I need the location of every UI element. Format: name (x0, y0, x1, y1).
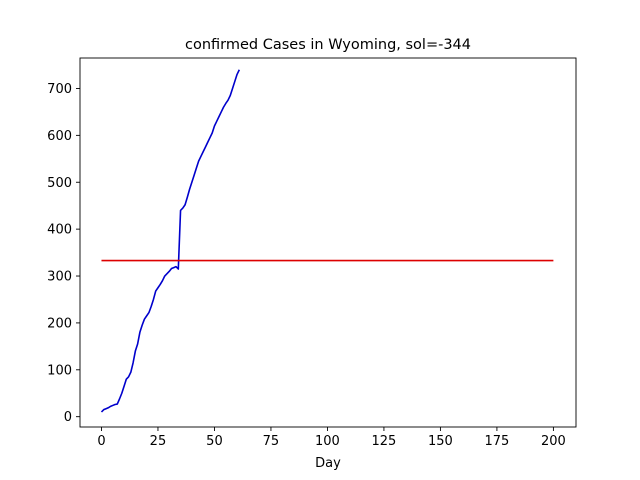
x-tick-label: 200 (541, 434, 566, 449)
x-axis-label: Day (315, 456, 341, 471)
x-axis-ticks: 0 25 50 75 100 125 150 175 200 (97, 427, 566, 449)
x-tick-label: 50 (206, 434, 223, 449)
y-tick-label: 300 (47, 270, 72, 285)
y-tick-label: 500 (47, 176, 72, 191)
y-tick-label: 700 (47, 82, 72, 97)
x-tick-label: 25 (150, 434, 167, 449)
y-tick-label: 0 (64, 410, 72, 425)
series-line-1 (100, 69, 241, 413)
y-tick-label: 200 (47, 316, 72, 331)
x-tick-label: 100 (315, 434, 340, 449)
plot-frame (79, 57, 577, 428)
y-tick-label: 600 (47, 129, 72, 144)
x-tick-label: 0 (97, 434, 105, 449)
y-tick-label: 400 (47, 223, 72, 238)
x-tick-label: 175 (484, 434, 509, 449)
x-tick-label: 150 (428, 434, 453, 449)
y-axis-ticks: 0 100 200 300 400 500 600 700 (47, 82, 80, 425)
y-tick-label: 100 (47, 363, 72, 378)
plot-area (79, 57, 577, 428)
chart-title: confirmed Cases in Wyoming, sol=-344 (185, 37, 471, 53)
x-tick-label: 75 (263, 434, 280, 449)
x-tick-label: 125 (372, 434, 397, 449)
